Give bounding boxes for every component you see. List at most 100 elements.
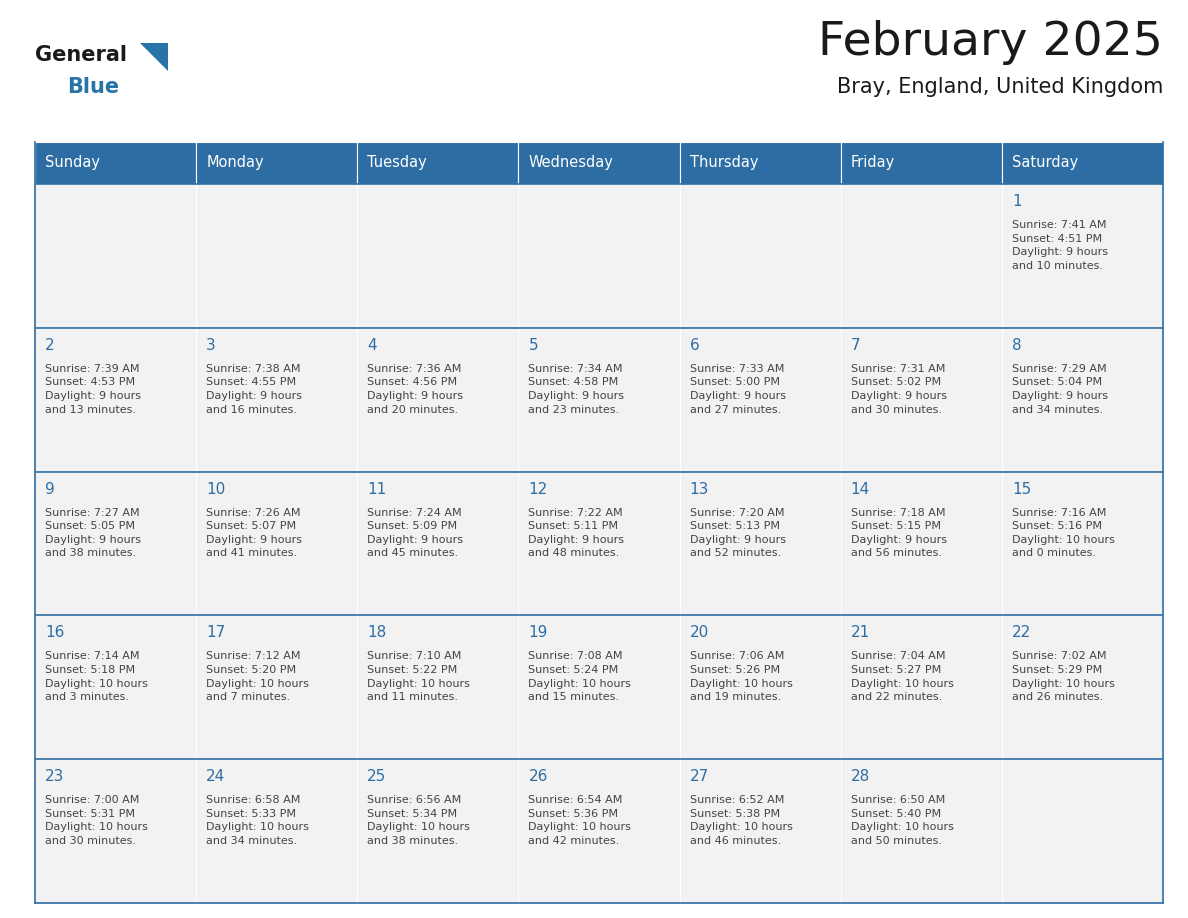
Bar	[196, 328, 358, 472]
Bar	[1001, 759, 1163, 903]
Bar	[358, 759, 518, 903]
Bar	[358, 472, 518, 615]
Bar	[196, 759, 358, 903]
Text: Sunrise: 7:12 AM
Sunset: 5:20 PM
Daylight: 10 hours
and 7 minutes.: Sunrise: 7:12 AM Sunset: 5:20 PM Dayligh…	[207, 652, 309, 702]
Bar	[358, 142, 518, 184]
Text: Saturday: Saturday	[1012, 155, 1078, 171]
Text: 1: 1	[1012, 194, 1022, 209]
Text: Blue: Blue	[67, 77, 119, 97]
Bar	[1001, 615, 1163, 759]
Text: Sunrise: 6:52 AM
Sunset: 5:38 PM
Daylight: 10 hours
and 46 minutes.: Sunrise: 6:52 AM Sunset: 5:38 PM Dayligh…	[689, 795, 792, 846]
Text: 24: 24	[207, 769, 226, 784]
Text: Sunrise: 6:56 AM
Sunset: 5:34 PM
Daylight: 10 hours
and 38 minutes.: Sunrise: 6:56 AM Sunset: 5:34 PM Dayligh…	[367, 795, 470, 846]
Text: Sunrise: 7:39 AM
Sunset: 4:53 PM
Daylight: 9 hours
and 13 minutes.: Sunrise: 7:39 AM Sunset: 4:53 PM Dayligh…	[45, 364, 141, 415]
Text: Sunrise: 7:29 AM
Sunset: 5:04 PM
Daylight: 9 hours
and 34 minutes.: Sunrise: 7:29 AM Sunset: 5:04 PM Dayligh…	[1012, 364, 1108, 415]
Text: 23: 23	[45, 769, 64, 784]
Text: Sunrise: 7:06 AM
Sunset: 5:26 PM
Daylight: 10 hours
and 19 minutes.: Sunrise: 7:06 AM Sunset: 5:26 PM Dayligh…	[689, 652, 792, 702]
Text: 10: 10	[207, 482, 226, 497]
Text: Sunrise: 7:02 AM
Sunset: 5:29 PM
Daylight: 10 hours
and 26 minutes.: Sunrise: 7:02 AM Sunset: 5:29 PM Dayligh…	[1012, 652, 1114, 702]
Text: 12: 12	[529, 482, 548, 497]
Text: 11: 11	[367, 482, 386, 497]
Bar	[358, 184, 518, 328]
Bar	[34, 328, 196, 472]
Text: Sunrise: 7:33 AM
Sunset: 5:00 PM
Daylight: 9 hours
and 27 minutes.: Sunrise: 7:33 AM Sunset: 5:00 PM Dayligh…	[689, 364, 785, 415]
Text: 9: 9	[45, 482, 55, 497]
Text: Sunrise: 7:41 AM
Sunset: 4:51 PM
Daylight: 9 hours
and 10 minutes.: Sunrise: 7:41 AM Sunset: 4:51 PM Dayligh…	[1012, 220, 1108, 271]
Text: 13: 13	[689, 482, 709, 497]
Polygon shape	[140, 43, 168, 71]
Text: Wednesday: Wednesday	[529, 155, 613, 171]
Bar	[518, 142, 680, 184]
Text: Sunrise: 7:27 AM
Sunset: 5:05 PM
Daylight: 9 hours
and 38 minutes.: Sunrise: 7:27 AM Sunset: 5:05 PM Dayligh…	[45, 508, 141, 558]
Bar	[1001, 328, 1163, 472]
Text: Sunrise: 7:34 AM
Sunset: 4:58 PM
Daylight: 9 hours
and 23 minutes.: Sunrise: 7:34 AM Sunset: 4:58 PM Dayligh…	[529, 364, 625, 415]
Text: 16: 16	[45, 625, 64, 641]
Bar	[1001, 472, 1163, 615]
Text: 28: 28	[851, 769, 870, 784]
Text: 22: 22	[1012, 625, 1031, 641]
Text: 2: 2	[45, 338, 55, 353]
Bar	[34, 615, 196, 759]
Text: Sunrise: 7:10 AM
Sunset: 5:22 PM
Daylight: 10 hours
and 11 minutes.: Sunrise: 7:10 AM Sunset: 5:22 PM Dayligh…	[367, 652, 470, 702]
Text: General: General	[34, 45, 127, 65]
Text: Sunrise: 7:00 AM
Sunset: 5:31 PM
Daylight: 10 hours
and 30 minutes.: Sunrise: 7:00 AM Sunset: 5:31 PM Dayligh…	[45, 795, 147, 846]
Bar	[841, 184, 1001, 328]
Text: Sunrise: 7:26 AM
Sunset: 5:07 PM
Daylight: 9 hours
and 41 minutes.: Sunrise: 7:26 AM Sunset: 5:07 PM Dayligh…	[207, 508, 302, 558]
Text: Bray, England, United Kingdom: Bray, England, United Kingdom	[836, 77, 1163, 97]
Text: Sunrise: 7:38 AM
Sunset: 4:55 PM
Daylight: 9 hours
and 16 minutes.: Sunrise: 7:38 AM Sunset: 4:55 PM Dayligh…	[207, 364, 302, 415]
Bar	[34, 184, 196, 328]
Bar	[680, 615, 841, 759]
Text: 8: 8	[1012, 338, 1022, 353]
Bar	[196, 142, 358, 184]
Bar	[841, 142, 1001, 184]
Text: Sunrise: 7:20 AM
Sunset: 5:13 PM
Daylight: 9 hours
and 52 minutes.: Sunrise: 7:20 AM Sunset: 5:13 PM Dayligh…	[689, 508, 785, 558]
Text: 14: 14	[851, 482, 870, 497]
Text: Sunrise: 7:16 AM
Sunset: 5:16 PM
Daylight: 10 hours
and 0 minutes.: Sunrise: 7:16 AM Sunset: 5:16 PM Dayligh…	[1012, 508, 1114, 558]
Text: 25: 25	[367, 769, 386, 784]
Text: Sunday: Sunday	[45, 155, 100, 171]
Bar	[196, 184, 358, 328]
Bar	[34, 472, 196, 615]
Bar	[841, 759, 1001, 903]
Text: Sunrise: 7:24 AM
Sunset: 5:09 PM
Daylight: 9 hours
and 45 minutes.: Sunrise: 7:24 AM Sunset: 5:09 PM Dayligh…	[367, 508, 463, 558]
Text: 5: 5	[529, 338, 538, 353]
Text: Sunrise: 7:36 AM
Sunset: 4:56 PM
Daylight: 9 hours
and 20 minutes.: Sunrise: 7:36 AM Sunset: 4:56 PM Dayligh…	[367, 364, 463, 415]
Bar	[680, 472, 841, 615]
Text: Sunrise: 7:04 AM
Sunset: 5:27 PM
Daylight: 10 hours
and 22 minutes.: Sunrise: 7:04 AM Sunset: 5:27 PM Dayligh…	[851, 652, 954, 702]
Bar	[680, 184, 841, 328]
Text: 6: 6	[689, 338, 700, 353]
Text: 3: 3	[207, 338, 216, 353]
Bar	[1001, 184, 1163, 328]
Bar	[1001, 142, 1163, 184]
Text: Thursday: Thursday	[689, 155, 758, 171]
Text: 20: 20	[689, 625, 709, 641]
Text: Sunrise: 6:58 AM
Sunset: 5:33 PM
Daylight: 10 hours
and 34 minutes.: Sunrise: 6:58 AM Sunset: 5:33 PM Dayligh…	[207, 795, 309, 846]
Text: 17: 17	[207, 625, 226, 641]
Text: Sunrise: 6:54 AM
Sunset: 5:36 PM
Daylight: 10 hours
and 42 minutes.: Sunrise: 6:54 AM Sunset: 5:36 PM Dayligh…	[529, 795, 631, 846]
Bar	[841, 615, 1001, 759]
Text: 4: 4	[367, 338, 377, 353]
Bar	[196, 472, 358, 615]
Text: Sunrise: 7:22 AM
Sunset: 5:11 PM
Daylight: 9 hours
and 48 minutes.: Sunrise: 7:22 AM Sunset: 5:11 PM Dayligh…	[529, 508, 625, 558]
Bar	[518, 184, 680, 328]
Text: Sunrise: 7:14 AM
Sunset: 5:18 PM
Daylight: 10 hours
and 3 minutes.: Sunrise: 7:14 AM Sunset: 5:18 PM Dayligh…	[45, 652, 147, 702]
Bar	[34, 759, 196, 903]
Text: Sunrise: 7:18 AM
Sunset: 5:15 PM
Daylight: 9 hours
and 56 minutes.: Sunrise: 7:18 AM Sunset: 5:15 PM Dayligh…	[851, 508, 947, 558]
Text: Tuesday: Tuesday	[367, 155, 426, 171]
Bar	[680, 759, 841, 903]
Text: 27: 27	[689, 769, 709, 784]
Bar	[34, 142, 196, 184]
Bar	[358, 615, 518, 759]
Bar	[358, 328, 518, 472]
Bar	[680, 142, 841, 184]
Text: 26: 26	[529, 769, 548, 784]
Text: Sunrise: 7:08 AM
Sunset: 5:24 PM
Daylight: 10 hours
and 15 minutes.: Sunrise: 7:08 AM Sunset: 5:24 PM Dayligh…	[529, 652, 631, 702]
Text: 21: 21	[851, 625, 870, 641]
Bar	[518, 328, 680, 472]
Text: Sunrise: 7:31 AM
Sunset: 5:02 PM
Daylight: 9 hours
and 30 minutes.: Sunrise: 7:31 AM Sunset: 5:02 PM Dayligh…	[851, 364, 947, 415]
Text: 18: 18	[367, 625, 386, 641]
Text: Friday: Friday	[851, 155, 895, 171]
Text: Monday: Monday	[207, 155, 264, 171]
Text: Sunrise: 6:50 AM
Sunset: 5:40 PM
Daylight: 10 hours
and 50 minutes.: Sunrise: 6:50 AM Sunset: 5:40 PM Dayligh…	[851, 795, 954, 846]
Text: February 2025: February 2025	[819, 20, 1163, 65]
